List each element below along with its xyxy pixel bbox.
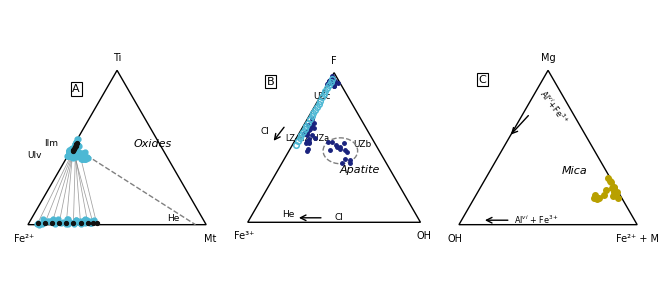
Text: Fe³⁺: Fe³⁺ (234, 231, 255, 241)
Text: Cl: Cl (261, 127, 269, 135)
Text: He: He (282, 209, 295, 219)
Text: UZb: UZb (353, 140, 371, 149)
Text: Al$^{vi}$+Fe$^{3+}$: Al$^{vi}$+Fe$^{3+}$ (538, 88, 571, 127)
Text: LZ-MZ-UZa: LZ-MZ-UZa (286, 134, 330, 143)
Text: Ulv: Ulv (27, 151, 41, 160)
Text: OH: OH (417, 231, 432, 241)
Text: Oxides: Oxides (134, 140, 172, 149)
Text: C: C (478, 75, 486, 85)
Text: Ilm: Ilm (44, 140, 59, 148)
Text: OH: OH (448, 234, 463, 244)
Text: Ti: Ti (113, 53, 121, 63)
Text: Fe²⁺ + Mn: Fe²⁺ + Mn (616, 234, 658, 244)
Text: A: A (72, 84, 80, 94)
Text: B: B (266, 77, 274, 87)
Text: F: F (331, 56, 337, 66)
Text: Cl: Cl (334, 213, 343, 222)
Text: Apatite: Apatite (340, 165, 380, 175)
Text: Al$^{vi}$ + Fe$^{3+}$: Al$^{vi}$ + Fe$^{3+}$ (514, 214, 559, 226)
Text: Fe²⁺: Fe²⁺ (14, 234, 34, 244)
Text: He: He (167, 214, 180, 222)
Text: Mg: Mg (541, 53, 555, 63)
Text: Mt: Mt (203, 234, 216, 244)
Text: UZc: UZc (313, 92, 331, 101)
Text: Mica: Mica (562, 166, 588, 176)
